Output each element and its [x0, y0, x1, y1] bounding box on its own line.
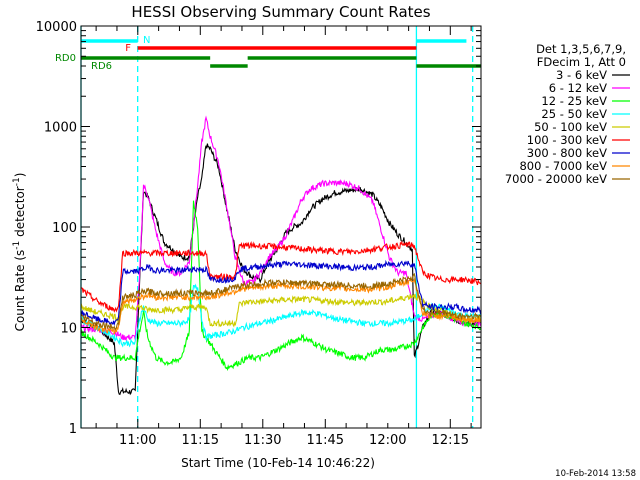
legend-entry-label: 25 - 50 keV [541, 107, 607, 121]
x-tick-label-1100: 11:00 [119, 433, 156, 448]
series-line-12_25kev [80, 200, 482, 372]
series-line-50_100kev [80, 293, 482, 328]
legend-entry-label: 7000 - 20000 keV [505, 172, 607, 186]
flag-label-f: F [125, 43, 131, 54]
series-line-800_7000kev [80, 277, 482, 335]
legend-entry-label: 50 - 100 keV [534, 120, 607, 134]
x-tick-label-1115: 11:15 [182, 433, 219, 448]
y-tick-label-1: 1 [69, 422, 77, 437]
legend-header-line-1: FDecim 1, Att 0 [537, 55, 626, 69]
y-axis-label: Count Rate (s-1 detector-1) [12, 173, 27, 332]
series-line-300_800kev [80, 259, 482, 327]
y-tick-label-10: 10 [60, 322, 77, 337]
flag-label-n: N [143, 35, 150, 46]
legend-entry-label: 6 - 12 keV [549, 81, 607, 95]
footer-timestamp: 10-Feb-2014 13:58 [555, 469, 636, 479]
legend-header-line-0: Det 1,3,5,6,7,9, [536, 42, 626, 56]
x-tick-label-1130: 11:30 [244, 433, 281, 448]
x-tick-label-1215: 12:15 [432, 433, 469, 448]
x-tick-label-1145: 11:45 [307, 433, 344, 448]
legend-entry-label: 3 - 6 keV [556, 68, 607, 82]
chart-title: HESSI Observing Summary Count Rates [131, 3, 430, 21]
y-tick-label-1000: 1000 [44, 121, 77, 136]
x-tick-label-1200: 12:00 [369, 433, 406, 448]
flag-label-rd0: RD0 [55, 53, 76, 64]
flag-label-rd6: RD6 [91, 61, 112, 72]
y-tick-label-100: 100 [52, 221, 77, 236]
plot-area [80, 25, 482, 429]
legend-entry-label: 100 - 300 keV [527, 133, 607, 147]
legend-entry-label: 800 - 7000 keV [519, 159, 607, 173]
x-axis-label: Start Time (10-Feb-14 10:46:22) [181, 456, 375, 470]
legend: Det 1,3,5,6,7,9,FDecim 1, Att 03 - 6 keV… [505, 42, 630, 186]
series-line-7000_20000kev [80, 272, 482, 332]
series-line-100_300kev [80, 240, 482, 313]
legend-entry-label: 12 - 25 keV [541, 94, 607, 108]
series-line-25_50kev [80, 283, 482, 348]
axes-frame [80, 25, 482, 429]
series-line-6_12kev [80, 115, 482, 342]
legend-entry-label: 300 - 800 keV [527, 146, 607, 160]
y-tick-label-10000: 10000 [36, 20, 77, 35]
